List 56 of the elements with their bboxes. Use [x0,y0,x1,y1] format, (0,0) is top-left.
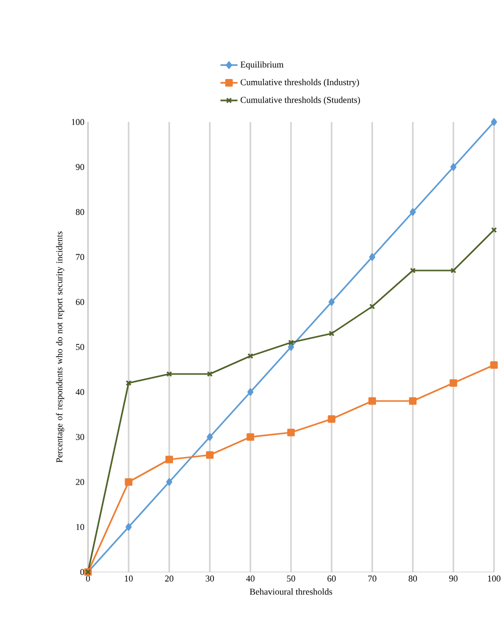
x-tick-label: 10 [124,576,133,582]
point [206,371,213,377]
point [206,433,213,441]
x-tick-label: 30 [206,576,214,582]
point [166,371,172,377]
y-tick-label: 20 [76,478,84,486]
point [450,379,458,387]
y-axis-title: Percentage of respondents who do not report security incidents [56,232,64,463]
point [206,451,214,459]
x-tick-label: 40 [246,576,255,582]
y-tick-label: 30 [76,434,84,440]
point [328,330,335,336]
x-tick-label: 90 [449,576,458,582]
point [450,268,456,274]
point [126,523,132,531]
x-axis-title: Behavioural thresholds [250,588,332,595]
point [328,298,335,306]
point [246,433,254,441]
point [288,343,294,351]
point [450,163,456,171]
point [247,353,254,359]
y-tick-label: 50 [76,344,84,350]
x-tick-label: 80 [408,576,417,582]
point [288,340,294,346]
y-tick-label: 90 [76,164,84,170]
x-tick-label: 70 [368,576,376,582]
x-tick-label: 0 [86,576,90,582]
point [166,478,172,486]
point [369,253,376,261]
x-tick-label: 100 [488,576,500,582]
y-tick-label: 80 [76,208,84,216]
point [490,361,498,369]
y-tick-label: 40 [76,388,84,396]
point [287,428,295,436]
legend-label: Cumulative thresholds (Industry) [240,78,359,88]
point [165,456,173,464]
point [247,388,254,396]
point [410,208,416,216]
y-tick-label: 60 [76,298,84,306]
point [328,415,336,423]
point [409,397,417,405]
y-tick-label: 70 [76,254,84,260]
point [368,397,376,405]
legend-label: Equilibrium [240,61,284,70]
point [490,118,498,126]
x-tick-label: 60 [328,576,336,582]
y-tick-label: 0 [80,568,84,576]
point [410,268,416,274]
legend-label: Cumulative thresholds (Students) [240,96,360,105]
x-tick-label: 50 [287,576,296,582]
y-tick-label: 10 [76,524,84,530]
point [126,380,132,386]
point [369,304,376,310]
point [124,478,132,486]
y-tick-label: 100 [72,118,84,126]
x-tick-label: 20 [165,576,174,582]
